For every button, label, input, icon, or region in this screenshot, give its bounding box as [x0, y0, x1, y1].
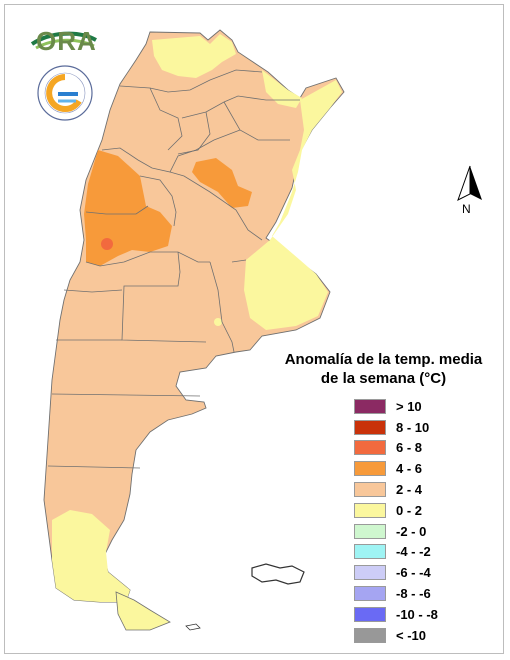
- legend-swatch: [354, 586, 386, 602]
- legend-item: -10 - -8: [354, 604, 438, 625]
- legend-label: 6 - 8: [396, 440, 423, 456]
- legend-title-line1: Anomalía de la temp. media: [284, 351, 483, 368]
- legend-label: -6 - -4: [396, 565, 431, 581]
- legend-item: > 10: [354, 396, 438, 417]
- zone-6-8-spot: [101, 238, 113, 250]
- legend-item: 8 - 10: [354, 417, 438, 438]
- legend-label: 4 - 6: [396, 461, 423, 477]
- legend-swatch: [354, 461, 386, 477]
- zone-0-2-dot: [214, 318, 222, 326]
- legend-label: -2 - 0: [396, 523, 427, 539]
- zone-0-2-south: [52, 510, 130, 602]
- legend-swatch: [354, 502, 386, 518]
- legend-label: 2 - 4: [396, 482, 423, 498]
- legend-item: -8 - -6: [354, 583, 438, 604]
- legend-item: 4 - 6: [354, 458, 438, 479]
- zone-0-2-north: [152, 34, 236, 78]
- zone-0-2-mesopotamia: [244, 80, 342, 330]
- zone-4-6-center: [192, 158, 252, 208]
- province-boundaries: [47, 69, 300, 469]
- legend-swatch: [354, 440, 386, 456]
- legend-label: > 10: [396, 398, 422, 414]
- north-arrow-icon: [457, 165, 482, 202]
- legend-label: -8 - -6: [396, 586, 431, 602]
- legend-swatch: [354, 482, 386, 498]
- malvinas-islands: [251, 563, 305, 585]
- legend-item: 6 - 8: [354, 438, 438, 459]
- ora-logo: [30, 31, 97, 50]
- south-island: [185, 623, 201, 631]
- legend-item: 0 - 2: [354, 500, 438, 521]
- legend-list: > 10 8 - 10 6 - 8 4 - 6 2 - 4 0 - 2 -2 - 0 -4 -…: [354, 396, 438, 646]
- legend: Anomalía de la temp. media de la semana …: [276, 350, 491, 643]
- ora-logo-text: ORA: [36, 26, 97, 56]
- legend-label: 0 - 2: [396, 502, 423, 518]
- north-label: N: [462, 202, 471, 216]
- legend-item: -6 - -4: [354, 562, 438, 583]
- legend-item: -4 - -2: [354, 542, 438, 563]
- legend-label: 8 - 10: [396, 419, 430, 435]
- legend-swatch: [354, 627, 386, 643]
- legend-swatch: [354, 606, 386, 622]
- legend-swatch: [354, 565, 386, 581]
- legend-label: < -10: [396, 627, 426, 643]
- legend-label: -4 - -2: [396, 544, 431, 560]
- legend-swatch: [354, 544, 386, 560]
- legend-item: -2 - 0: [354, 521, 438, 542]
- legend-swatch: [354, 523, 386, 539]
- zone-0-2-tierra-del-fuego: [115, 591, 171, 631]
- legend-swatch: [354, 398, 386, 414]
- legend-item: < -10: [354, 625, 438, 646]
- zone-4-6-cuyo: [84, 150, 172, 266]
- zone-0-2-northeast: [262, 70, 302, 108]
- legend-label: -10 - -8: [396, 606, 438, 622]
- legend-item: 2 - 4: [354, 479, 438, 500]
- map-frame: [4, 4, 504, 654]
- legend-title-line2: de la semana (°C): [320, 370, 447, 387]
- smn-seal-icon: [37, 65, 93, 121]
- legend-swatch: [354, 419, 386, 435]
